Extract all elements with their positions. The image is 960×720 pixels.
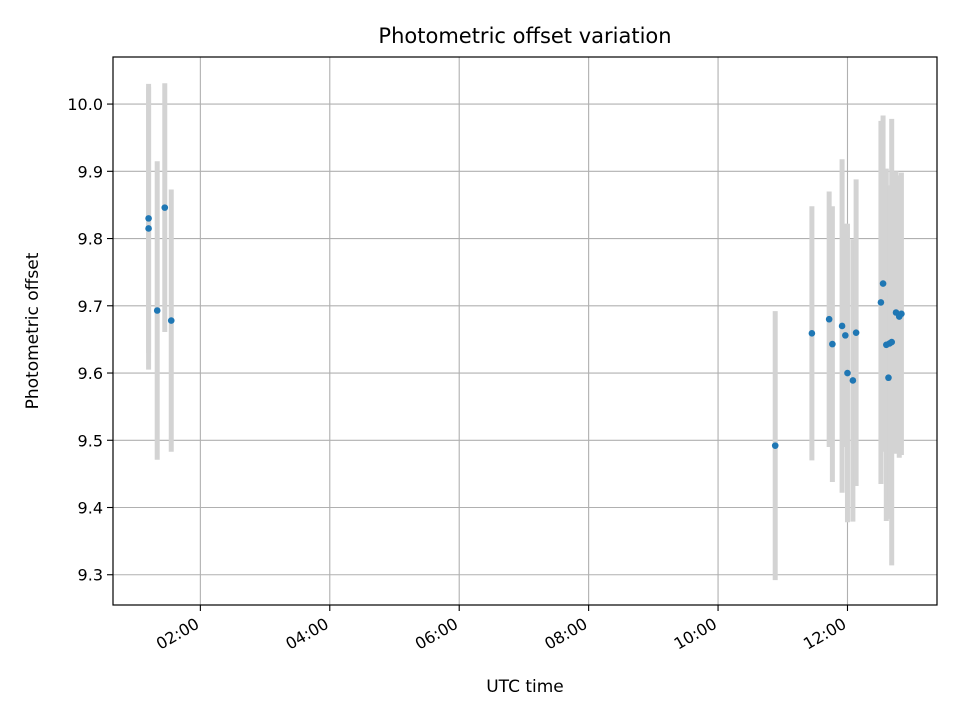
data-point <box>167 317 175 324</box>
data-point <box>852 329 860 336</box>
x-tick-label: 08:00 <box>541 614 590 654</box>
data-point <box>842 332 849 339</box>
x-tick-label: 04:00 <box>282 614 331 654</box>
data-point <box>825 315 833 323</box>
data-point <box>898 310 905 318</box>
data-point <box>829 340 836 348</box>
data-point <box>153 307 161 314</box>
y-tick-label: 10.0 <box>67 95 103 114</box>
data-point <box>885 374 892 382</box>
y-tick-label: 9.5 <box>78 431 103 450</box>
x-tick-label: 10:00 <box>671 614 720 654</box>
data-point <box>808 330 816 337</box>
data-point <box>877 299 885 306</box>
data-point <box>888 338 896 346</box>
data-point <box>161 204 169 211</box>
chart-title: Photometric offset variation <box>378 24 671 48</box>
y-tick-label: 9.8 <box>78 230 103 249</box>
x-tick-label: 06:00 <box>412 614 461 654</box>
y-tick-label: 9.9 <box>78 162 103 181</box>
y-tick-label: 9.7 <box>78 297 103 316</box>
data-point <box>145 215 152 222</box>
data-point <box>844 369 851 377</box>
y-axis-ticks: 9.3 9.4 9.5 9.6 9.7 9.8 9.9 10.0 <box>67 95 113 585</box>
data-point <box>879 280 887 287</box>
data-point <box>838 322 846 330</box>
y-axis-label: Photometric offset <box>23 252 43 409</box>
x-tick-label: 02:00 <box>153 614 202 654</box>
x-tick-label: 12:00 <box>800 614 849 654</box>
error-bars <box>146 83 904 581</box>
plot-frame <box>112 56 938 606</box>
y-tick-label: 9.6 <box>78 364 103 383</box>
x-axis-ticks: 02:00 04:00 06:00 08:00 10:00 12:00 <box>153 605 849 654</box>
data-point <box>849 377 857 384</box>
y-tick-label: 9.4 <box>78 499 103 518</box>
data-point <box>145 225 152 232</box>
data-points <box>145 204 905 449</box>
data-point <box>771 442 779 449</box>
y-tick-label: 9.3 <box>78 566 103 585</box>
x-axis-label: UTC time <box>486 677 564 697</box>
